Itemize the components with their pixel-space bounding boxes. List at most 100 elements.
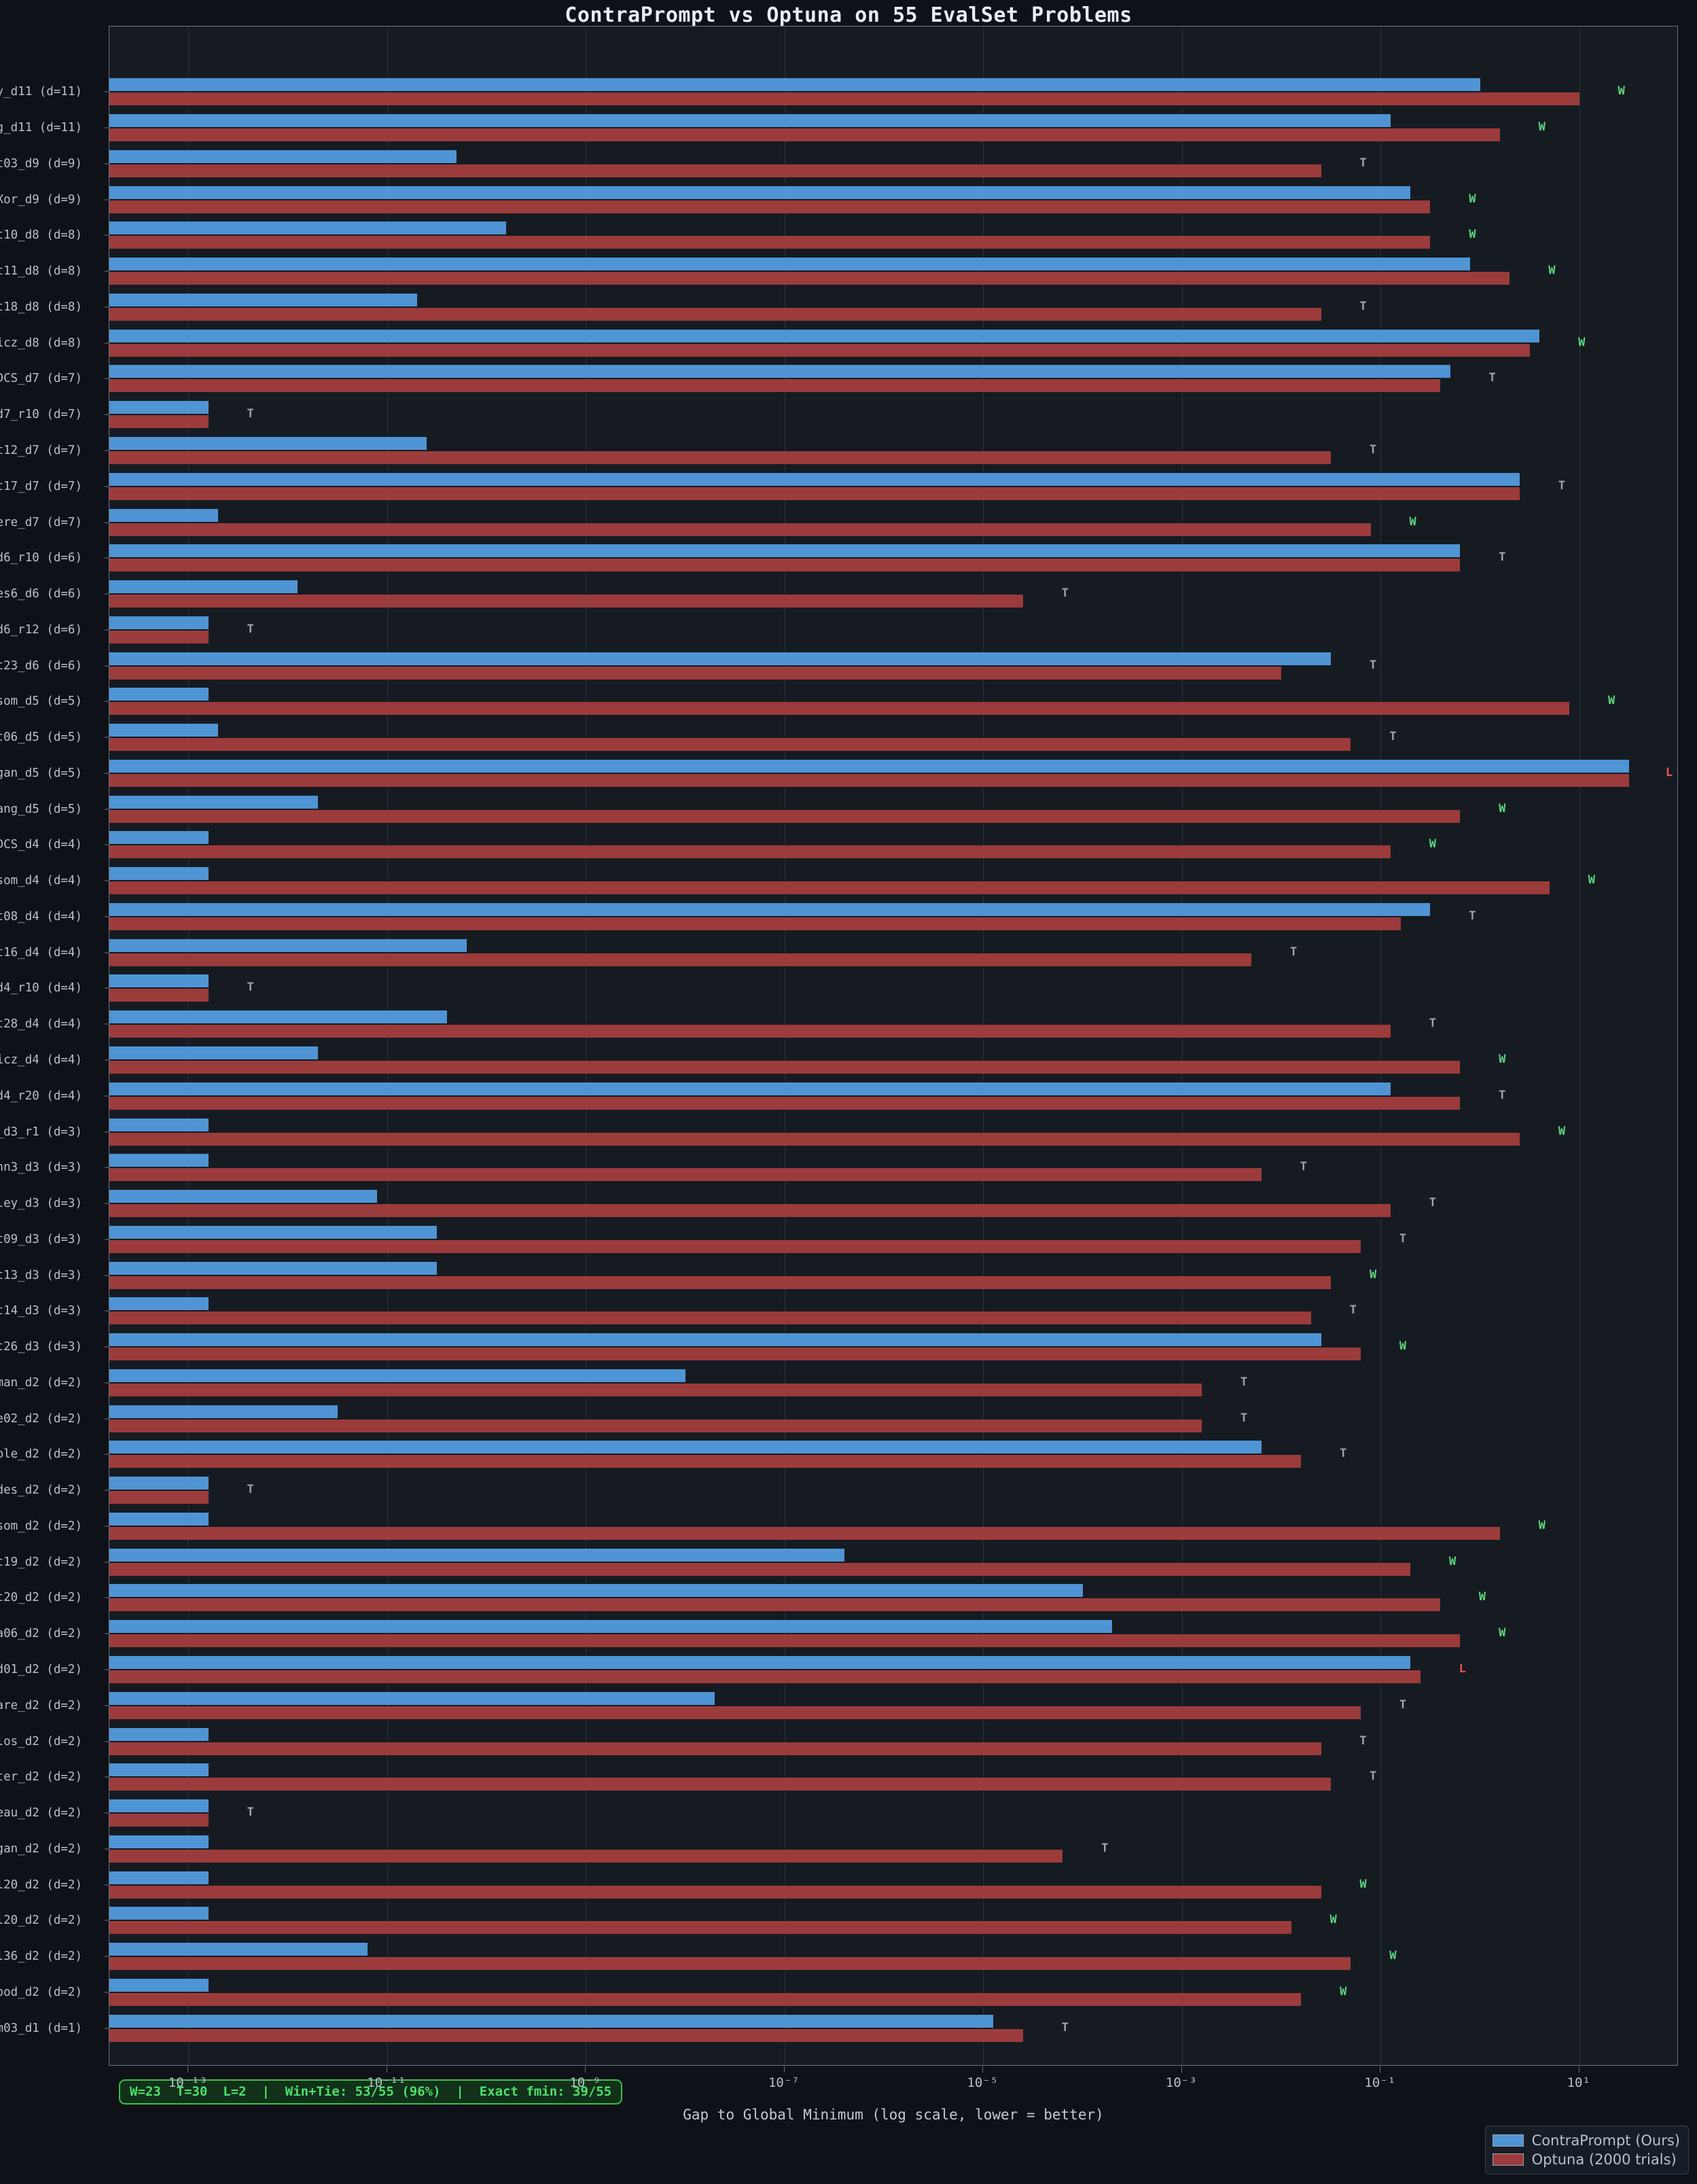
bar-ours <box>109 437 427 451</box>
bar-ours <box>109 1620 1113 1634</box>
bar-ours <box>109 759 1629 773</box>
bar-optuna <box>109 1814 209 1827</box>
y-axis-label: Ackley_d3_r1 (d=3) <box>0 1125 82 1139</box>
y-axis-label: McCourt20_d2 (d=2) <box>0 1591 82 1605</box>
bar-ours <box>109 616 209 629</box>
bar-ours <box>109 1907 209 1920</box>
outcome-marker-t: T <box>1558 478 1566 493</box>
x-axis-label: Gap to Global Minimum (log scale, lower … <box>683 2107 1104 2123</box>
y-axis-tick <box>105 1382 109 1384</box>
bar-ours <box>109 544 1461 558</box>
x-axis-tick <box>982 2066 984 2073</box>
y-axis-label: McCourt10_d8 (d=8) <box>0 228 82 243</box>
outcome-marker-w: W <box>1340 1984 1347 1998</box>
y-axis-label: McCourt14_d3 (d=3) <box>0 1304 82 1318</box>
bar-optuna <box>109 1921 1291 1935</box>
bar-ours <box>109 652 1332 665</box>
bar-optuna <box>109 989 209 1002</box>
y-axis-label: McCourt01_d7_r10 (d=7) <box>0 408 82 422</box>
outcome-marker-t: T <box>1429 1196 1437 1210</box>
y-axis-label: Pinter_d2 (d=2) <box>0 1770 82 1784</box>
bar-ours <box>109 293 417 306</box>
bar-ours <box>109 795 318 809</box>
outcome-marker-w: W <box>1359 1877 1367 1891</box>
outcome-marker-t: T <box>1399 1231 1407 1246</box>
y-axis-label: Easom_d2 (d=2) <box>0 1519 82 1533</box>
bar-ours <box>109 1835 209 1848</box>
y-axis-tick <box>105 987 109 989</box>
y-axis-label: Easom_d4 (d=4) <box>0 874 82 888</box>
bar-optuna <box>109 1275 1332 1289</box>
bar-ours <box>109 1655 1411 1669</box>
bar-ours <box>109 114 1391 128</box>
bar-ours <box>109 1333 1321 1347</box>
bar-ours <box>109 1369 685 1382</box>
bar-ours <box>109 1046 318 1059</box>
outcome-marker-w: W <box>1409 514 1416 529</box>
bar-ours <box>109 472 1520 486</box>
y-axis-label: McCourt28_d4 (d=4) <box>0 1017 82 1032</box>
outcome-marker-t: T <box>1240 1375 1248 1389</box>
legend-item-optuna: Optuna (2000 trials) <box>1492 2150 1680 2169</box>
bar-optuna <box>109 1168 1262 1182</box>
outcome-marker-t: T <box>1290 945 1298 959</box>
bar-optuna <box>109 1419 1202 1432</box>
outcome-marker-w: W <box>1449 1554 1457 1568</box>
bar-optuna <box>109 1025 1391 1038</box>
bar-ours <box>109 1010 447 1024</box>
bar-ours <box>109 580 298 594</box>
x-axis-tick-label: 10⁻¹³ <box>168 2075 207 2090</box>
bar-ours <box>109 831 209 845</box>
bar-ours <box>109 1727 209 1741</box>
x-axis-tick-label: 10⁻⁹ <box>569 2075 601 2090</box>
bar-ours <box>109 1118 209 1131</box>
plot-area: Ackley_d11 (d=11) W RosenbrockLog_d11 (d=1… <box>0 26 1678 2066</box>
y-axis-label: Schwefel20_d2 (d=2) <box>0 1914 82 1928</box>
outcome-marker-w: W <box>1469 192 1476 206</box>
y-axis-label: Hartmann6_d6_r10 (d=6) <box>0 551 82 565</box>
x-axis-tick-label: 10⁻⁷ <box>768 2075 800 2090</box>
bar-ours <box>109 258 1470 271</box>
bar-optuna <box>109 272 1510 285</box>
gridline-0 <box>188 27 190 2065</box>
x-axis-tick <box>783 2066 785 2073</box>
bar-optuna <box>109 92 1579 106</box>
y-axis-label: Hartmann3_d3 (d=3) <box>0 1161 82 1175</box>
bar-ours <box>109 365 1450 378</box>
bar-optuna <box>109 415 209 429</box>
y-axis-label: McCourt09_d3 (d=3) <box>0 1232 82 1246</box>
x-axis-tick <box>585 2066 586 2073</box>
bar-optuna <box>109 487 1520 500</box>
bar-ours <box>109 329 1540 342</box>
y-axis-label: McCourt11_d8 (d=8) <box>0 264 82 279</box>
bar-optuna <box>109 1992 1302 2006</box>
bar-ours <box>109 1154 209 1167</box>
y-axis-tick <box>105 737 109 738</box>
bar-ours <box>109 688 209 701</box>
y-axis-label: Ned01_d2 (d=2) <box>0 1662 82 1676</box>
x-axis-tick <box>187 2066 189 2073</box>
y-axis-tick <box>105 1346 109 1348</box>
bar-optuna <box>109 630 209 644</box>
y-axis-label: McCourt19_d2 (d=2) <box>0 1555 82 1569</box>
legend-label-optuna: Optuna (2000 trials) <box>1531 2151 1677 2168</box>
bar-optuna <box>109 307 1321 321</box>
y-axis-tick <box>105 1669 109 1670</box>
bar-ours <box>109 1871 209 1884</box>
y-axis-label: Sargan_d2 (d=2) <box>0 1842 82 1856</box>
bar-optuna <box>109 343 1530 357</box>
y-axis-label: McCourt17_d7 (d=7) <box>0 479 82 493</box>
y-axis-label: Sphere_d7 (d=7) <box>0 515 82 529</box>
outcome-marker-t: T <box>1429 1017 1437 1031</box>
bar-optuna <box>109 2028 1023 2042</box>
y-axis-label: Parsopoulos_d2 (d=2) <box>0 1734 82 1748</box>
y-axis-label: Michalewicz_d4 (d=4) <box>0 1053 82 1067</box>
outcome-marker-t: T <box>1061 586 1069 601</box>
legend-swatch-optuna <box>1492 2153 1524 2166</box>
bar-ours <box>109 1978 209 1992</box>
bar-rows: Ackley_d11 (d=11) W RosenbrockLog_d11 (d=1… <box>0 27 1677 2065</box>
bar-optuna <box>109 773 1629 787</box>
bar-ours <box>109 1548 844 1562</box>
y-axis-tick <box>105 629 109 631</box>
